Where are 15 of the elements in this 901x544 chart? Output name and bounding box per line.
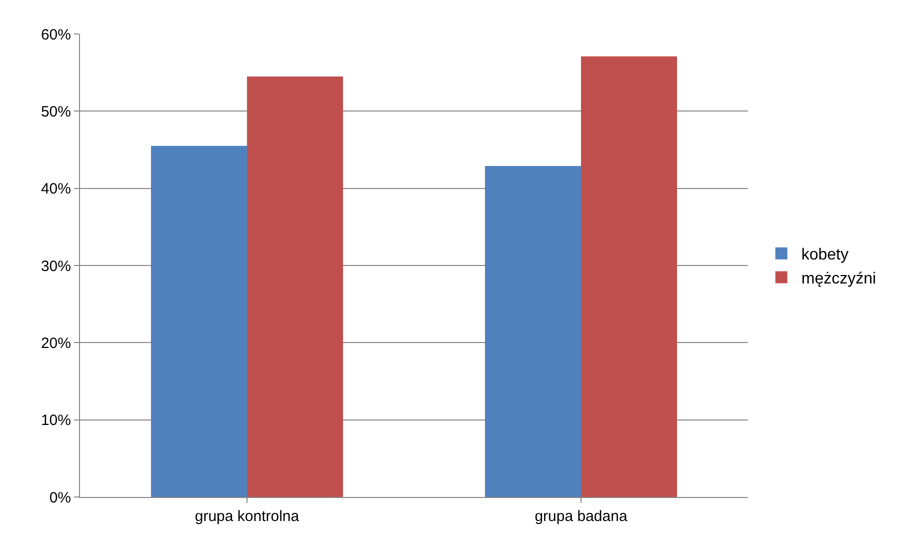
bar xyxy=(484,166,581,497)
bar xyxy=(150,146,247,497)
y-tick-label: 50% xyxy=(40,103,71,120)
legend-label: kobety xyxy=(801,246,848,264)
y-tick-label: 0% xyxy=(49,489,71,506)
legend-label: mężczyźni xyxy=(801,270,876,288)
y-tick-label: 60% xyxy=(40,26,71,44)
y-tick-label: 40% xyxy=(40,180,71,198)
bar xyxy=(247,76,344,497)
bar xyxy=(581,56,678,497)
x-tick-label: grupa kontrolna xyxy=(194,508,300,525)
x-tick-label: grupa badana xyxy=(534,508,628,525)
y-tick-label: 10% xyxy=(40,412,71,430)
y-tick-label: 20% xyxy=(40,334,71,352)
y-tick-label: 30% xyxy=(40,258,71,275)
